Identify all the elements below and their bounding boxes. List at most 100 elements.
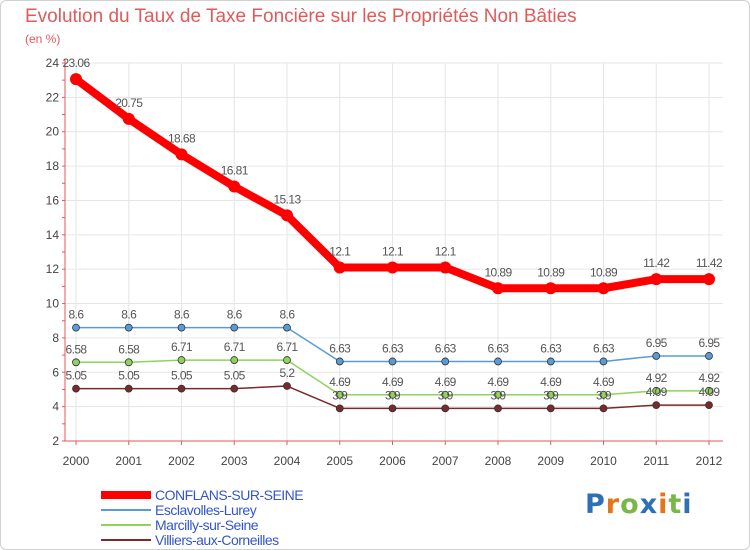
data-label: 5.2 <box>280 366 296 380</box>
data-label: 4.69 <box>435 375 457 389</box>
data-point <box>546 390 555 399</box>
data-point <box>388 404 397 413</box>
y-axis-unit-label: (en %) <box>25 32 61 46</box>
data-label: 6.63 <box>593 341 615 355</box>
data-point <box>388 390 397 399</box>
legend-swatch <box>101 538 151 541</box>
x-tick-label: 2001 <box>115 454 142 468</box>
data-label: 3.9 <box>438 388 454 402</box>
data-point <box>703 273 715 286</box>
data-label: 3.9 <box>332 388 348 402</box>
x-tick-label: 2008 <box>485 454 512 468</box>
x-tick-label: 2003 <box>221 454 248 468</box>
data-point <box>124 358 133 367</box>
data-point <box>230 384 239 393</box>
y-tick-label: 14 <box>46 228 60 242</box>
data-label: 10.89 <box>537 265 565 279</box>
legend-label: Marcilly-sur-Seine <box>155 516 259 533</box>
data-label: 18.68 <box>168 131 196 145</box>
x-tick-label: 2011 <box>643 454 669 468</box>
data-point <box>441 390 450 399</box>
data-point <box>72 323 80 332</box>
y-tick-label: 24 <box>46 56 60 70</box>
data-point <box>599 357 608 366</box>
data-label: 4.69 <box>488 375 510 389</box>
legend-item: Villiers-aux-Corneilles <box>101 532 303 548</box>
data-point <box>281 209 293 222</box>
logo-letter: P <box>585 489 606 520</box>
data-point <box>494 357 502 366</box>
data-label: 11.42 <box>643 256 670 270</box>
data-label: 6.63 <box>435 341 457 355</box>
proxiti-logo: Proxiti <box>585 489 693 520</box>
data-label: 3.9 <box>543 388 559 402</box>
data-label: 23.06 <box>62 56 90 70</box>
data-label: 5.05 <box>224 369 246 383</box>
data-point <box>283 356 291 364</box>
data-point <box>177 323 186 332</box>
data-label: 12.1 <box>382 244 404 258</box>
data-point <box>335 357 344 366</box>
x-tick-label: 2000 <box>63 454 90 468</box>
data-point <box>546 357 555 366</box>
data-label: 10.89 <box>590 265 618 279</box>
data-label: 6.71 <box>224 340 246 354</box>
data-label: 4.69 <box>382 375 404 389</box>
data-point <box>705 401 713 409</box>
data-point <box>650 273 663 286</box>
x-tick-label: 2010 <box>590 454 617 468</box>
data-label: 4.09 <box>699 385 721 399</box>
data-label: 15.13 <box>273 192 301 206</box>
data-point <box>72 384 80 393</box>
data-point <box>599 404 608 413</box>
legend-swatch <box>101 490 151 499</box>
data-label: 6.71 <box>171 340 193 354</box>
data-label: 5.05 <box>66 369 88 383</box>
data-point <box>597 282 610 295</box>
data-point <box>177 384 186 393</box>
data-point <box>177 356 186 364</box>
chart-title: Evolution du Taux de Taxe Foncière sur l… <box>25 6 577 27</box>
data-point <box>230 323 239 332</box>
data-label: 6.58 <box>66 342 88 356</box>
logo-letter: x <box>639 489 659 520</box>
data-label: 20.75 <box>115 96 143 110</box>
x-tick-label: 2009 <box>537 454 564 468</box>
data-point <box>230 356 239 364</box>
data-point <box>175 148 188 161</box>
data-label: 3.9 <box>385 388 401 402</box>
data-point <box>494 404 502 413</box>
data-point <box>72 358 80 367</box>
legend-swatch <box>101 508 151 511</box>
data-label: 6.63 <box>540 341 562 355</box>
data-point <box>439 261 452 274</box>
data-label: 4.69 <box>540 375 562 389</box>
data-point <box>388 357 397 366</box>
logo-letter: t <box>668 489 683 520</box>
y-tick-label: 6 <box>52 365 59 379</box>
legend-item: Marcilly-sur-Seine <box>101 516 303 533</box>
x-tick-label: 2005 <box>326 454 353 468</box>
data-label: 4.09 <box>646 385 668 399</box>
logo-letter: r <box>605 489 621 520</box>
x-tick-label: 2007 <box>432 454 459 468</box>
data-label: 6.58 <box>118 342 140 356</box>
data-point <box>705 386 713 395</box>
data-point <box>705 352 713 360</box>
data-point <box>652 352 661 360</box>
legend-item: CONFLANS-SUR-SEINE <box>101 486 304 503</box>
logo-letter: i <box>658 489 669 520</box>
logo-letter: i <box>682 489 693 520</box>
legend-label: CONFLANS-SUR-SEINE <box>155 486 304 503</box>
y-tick-label: 2 <box>52 434 59 448</box>
data-label: 6.71 <box>277 340 299 354</box>
data-label: 5.05 <box>171 369 193 383</box>
data-label: 6.63 <box>382 341 404 355</box>
data-label: 8.6 <box>69 308 85 322</box>
x-tick-label: 2002 <box>168 454 195 468</box>
x-tick-label: 2006 <box>379 454 406 468</box>
data-point <box>386 261 399 274</box>
data-point <box>124 323 133 332</box>
